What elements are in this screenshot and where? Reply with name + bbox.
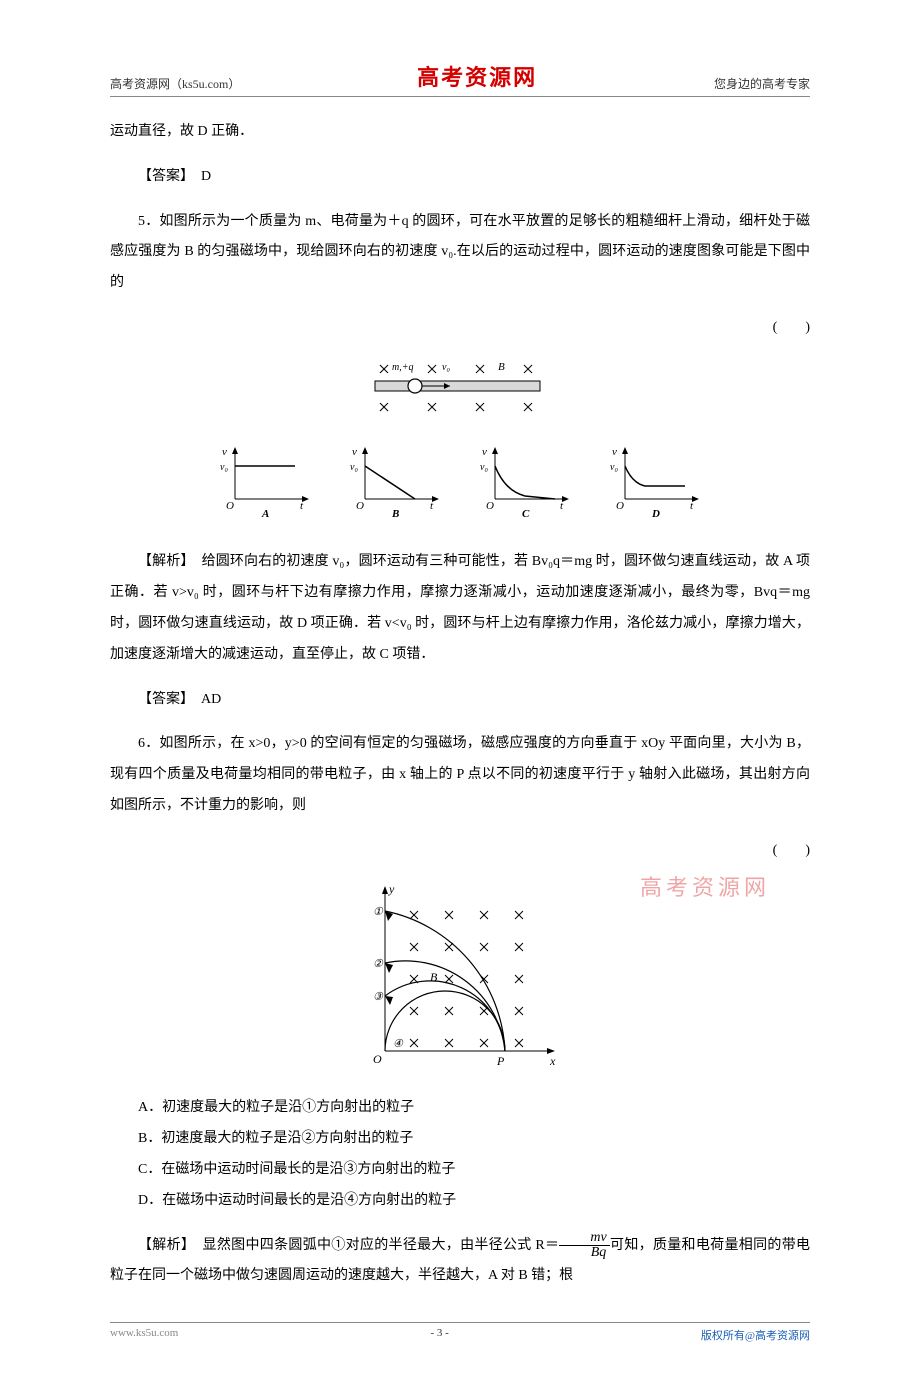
q6-options: A．初速度最大的粒子是沿①方向射出的粒子 B．初速度最大的粒子是沿②方向射出的粒…	[110, 1093, 810, 1216]
svg-text:P: P	[496, 1054, 505, 1068]
q6-diagram: O x y P	[110, 881, 810, 1084]
q5-answer: 【答案】 AD	[110, 685, 810, 716]
svg-text:B: B	[391, 508, 399, 520]
question-6-text: 6．如图所示，在 x>0，y>0 的空间有恒定的匀强磁场，磁感应强度的方向垂直于…	[110, 729, 810, 821]
header-right: 您身边的高考专家	[714, 75, 810, 92]
analysis-label: 【解析】	[138, 554, 188, 569]
svg-text:t: t	[430, 500, 434, 512]
page-header: 高考资源网（ks5u.com） 高考资源网 您身边的高考专家	[110, 60, 810, 97]
svg-text:O: O	[356, 500, 364, 512]
svg-text:v₀: v₀	[480, 462, 488, 473]
fraction: mvBq	[559, 1231, 609, 1260]
svg-text:v: v	[612, 446, 617, 458]
svg-text:m,+q: m,+q	[392, 362, 413, 373]
svg-text:O: O	[226, 500, 234, 512]
svg-text:v₀: v₀	[350, 462, 358, 473]
document-body: 运动直径，故 D 正确． 【答案】 D 5．如图所示为一个质量为 m、电荷量为＋…	[110, 117, 810, 1292]
svg-text:B: B	[498, 361, 505, 373]
svg-text:O: O	[486, 500, 494, 512]
footer-right: 版权所有@高考资源网	[701, 1327, 810, 1343]
svg-text:v: v	[222, 446, 227, 458]
svg-text:v₀: v₀	[220, 462, 228, 473]
answer-4: 【答案】 D	[110, 162, 810, 193]
svg-text:④: ④	[393, 1038, 404, 1050]
q6-option-a: A．初速度最大的粒子是沿①方向射出的粒子	[110, 1093, 810, 1124]
q5-analysis: 【解析】 给圆环向右的初速度 v₀，圆环运动有三种可能性，若 Bv₀q＝mg 时…	[110, 547, 810, 670]
svg-text:v₀: v₀	[610, 462, 618, 473]
svg-text:t: t	[560, 500, 564, 512]
svg-text:③: ③	[373, 991, 384, 1003]
q6-analysis-before: 显然图中四条圆弧中①对应的半径最大，由半径公式 R＝	[188, 1238, 559, 1253]
q6-option-d: D．在磁场中运动时间最长的是沿④方向射出的粒子	[110, 1186, 810, 1217]
svg-text:y: y	[388, 882, 395, 896]
svg-text:①: ①	[373, 906, 384, 918]
svg-text:v: v	[352, 446, 357, 458]
svg-text:O: O	[373, 1052, 382, 1066]
q5-graphs: v v₀ O t A v v₀ O t B	[110, 441, 810, 534]
watermark: 高考资源网	[640, 870, 770, 902]
question-5-paren: ( )	[110, 313, 810, 344]
frac-num: mv	[559, 1231, 609, 1246]
svg-text:A: A	[261, 508, 269, 520]
q5-analysis-text: 给圆环向右的初速度 v₀，圆环运动有三种可能性，若 Bv₀q＝mg 时，圆环做匀…	[110, 554, 810, 661]
q6-option-b: B．初速度最大的粒子是沿②方向射出的粒子	[110, 1124, 810, 1155]
frac-den: Bq	[559, 1246, 609, 1260]
svg-text:②: ②	[373, 958, 384, 970]
svg-text:B: B	[430, 970, 438, 984]
question-5-text: 5．如图所示为一个质量为 m、电荷量为＋q 的圆环，可在水平放置的足够长的粗糙细…	[110, 207, 810, 299]
header-center: 高考资源网	[417, 60, 537, 92]
svg-text:O: O	[616, 500, 624, 512]
svg-text:v: v	[482, 446, 487, 458]
question-6-paren: ( )	[110, 836, 810, 867]
footer-left: www.ks5u.com	[110, 1327, 178, 1343]
page-footer: www.ks5u.com - 3 - 版权所有@高考资源网	[110, 1322, 810, 1343]
q5-setup-diagram: m,+q v₀ B	[110, 358, 810, 431]
analysis-label-6: 【解析】	[138, 1238, 188, 1253]
footer-center: - 3 -	[430, 1327, 448, 1343]
svg-text:x: x	[549, 1054, 556, 1068]
svg-text:C: C	[522, 508, 530, 520]
continuation-text: 运动直径，故 D 正确．	[110, 117, 810, 148]
header-left: 高考资源网（ks5u.com）	[110, 75, 240, 92]
svg-text:t: t	[690, 500, 694, 512]
svg-text:v₀: v₀	[442, 362, 450, 373]
svg-text:D: D	[651, 508, 660, 520]
q6-option-c: C．在磁场中运动时间最长的是沿③方向射出的粒子	[110, 1155, 810, 1186]
svg-text:t: t	[300, 500, 304, 512]
q6-analysis: 【解析】 显然图中四条圆弧中①对应的半径最大，由半径公式 R＝mvBq可知，质量…	[110, 1231, 810, 1293]
